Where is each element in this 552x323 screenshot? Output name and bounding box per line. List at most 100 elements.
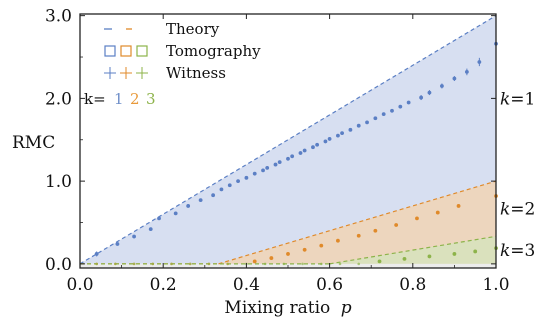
data-point (311, 145, 315, 150)
right-k-prefix: k= (500, 199, 525, 219)
data-point (319, 243, 324, 248)
witness-point-k1 (406, 100, 411, 105)
data-point (211, 193, 216, 198)
y-tick-label: 0.0 (45, 255, 72, 275)
data-point (365, 120, 369, 125)
witness-point-k1 (148, 227, 153, 232)
witness-point-k2 (356, 233, 361, 238)
data-point (244, 175, 249, 180)
data-point (132, 234, 136, 239)
right-k-labels: k=1k=2k=3 (500, 89, 535, 260)
theory-line-k1 (79, 15, 497, 265)
zero-point-k3 (207, 262, 211, 266)
witness-point-k2 (435, 210, 440, 215)
x-axis-label-variable: p (341, 298, 352, 318)
witness-point-k1 (477, 57, 482, 67)
data-point (219, 187, 224, 192)
witness-point-k1 (244, 175, 249, 180)
data-point (340, 131, 344, 136)
theory-line-k3 (329, 235, 497, 265)
data-point (336, 238, 340, 243)
legend-label: Theory (166, 20, 220, 38)
data-point (402, 256, 407, 261)
data-point (356, 233, 361, 238)
witness-point-k2 (394, 223, 399, 227)
zero-point-k3 (282, 262, 286, 266)
data-point (336, 133, 340, 138)
witness-point-k1 (186, 204, 191, 208)
data-point (398, 104, 403, 109)
legend: Theory Tomography Witness k= 1 2 3 (84, 20, 261, 108)
witness-point-k1 (236, 179, 240, 184)
witness-point-k1 (219, 187, 224, 192)
witness-point-k1 (115, 242, 120, 246)
zero-point-k3 (301, 262, 304, 266)
witness-point-k1 (452, 76, 457, 82)
witness-point-k1 (227, 183, 232, 188)
x-tick-label: 1.0 (482, 275, 509, 295)
data-point (261, 168, 265, 173)
data-point (356, 123, 361, 128)
witness-point-k1 (327, 137, 332, 141)
theory-lines (79, 15, 497, 265)
x-tick-label: 0.0 (66, 275, 93, 295)
y-tick-label: 3.0 (45, 7, 72, 27)
witness-point-k1 (336, 133, 340, 138)
witness-point-k1 (261, 168, 265, 173)
legend-tomography-swatch (136, 45, 148, 57)
data-point (381, 112, 386, 117)
legend-tomography-swatch (120, 45, 132, 57)
witness-point-k1 (286, 156, 290, 161)
data-point (236, 179, 240, 184)
witness-point-k2 (319, 243, 324, 248)
data-point (298, 151, 303, 155)
witness-point-k1 (356, 123, 361, 128)
data-point (186, 204, 191, 208)
data-point (148, 227, 153, 232)
witness-point-k1 (464, 68, 469, 76)
legend-k-value: 2 (130, 90, 140, 108)
x-tick-label: 0.6 (316, 275, 343, 295)
data-point (290, 154, 295, 159)
data-point (323, 139, 328, 144)
legend-tomography-swatch (104, 45, 116, 57)
data-point (390, 108, 394, 113)
data-point (419, 95, 424, 100)
data-point (286, 252, 290, 256)
fill-k1 (80, 15, 496, 264)
witness-point-k1 (302, 148, 307, 153)
data-point (406, 100, 411, 105)
witness-point-k2 (456, 204, 461, 208)
witness-point-k2 (302, 247, 307, 252)
witness-point-k1 (419, 95, 424, 101)
data-point (252, 259, 257, 264)
data-point (252, 171, 257, 176)
y-axis-label: RMC (12, 133, 55, 153)
witness-point-k1 (252, 171, 257, 176)
data-point (473, 249, 478, 254)
right-k-label: k=3 (500, 241, 535, 261)
right-k-value: 1 (525, 89, 536, 109)
witness-point-k3 (402, 256, 407, 261)
witness-point-k1 (94, 251, 99, 257)
data-point (348, 127, 353, 132)
data-point (452, 76, 457, 81)
zero-point-k3 (95, 262, 98, 266)
witness-point-k2 (286, 252, 290, 256)
zero-point-k3 (338, 262, 342, 266)
data-point (427, 254, 432, 259)
data-point (394, 223, 399, 227)
data-point (198, 198, 203, 203)
right-k-value: 3 (525, 241, 536, 261)
witness-point-k1 (173, 211, 178, 216)
witness-point-k1 (211, 193, 216, 198)
witness-point-k3 (377, 259, 382, 264)
data-point (440, 84, 444, 88)
zero-point-k3 (114, 262, 117, 266)
data-point (315, 142, 320, 147)
zero-point-k3 (151, 262, 155, 266)
data-point (477, 60, 482, 64)
witness-point-k1 (381, 112, 386, 117)
zero-point-k3 (263, 262, 267, 266)
